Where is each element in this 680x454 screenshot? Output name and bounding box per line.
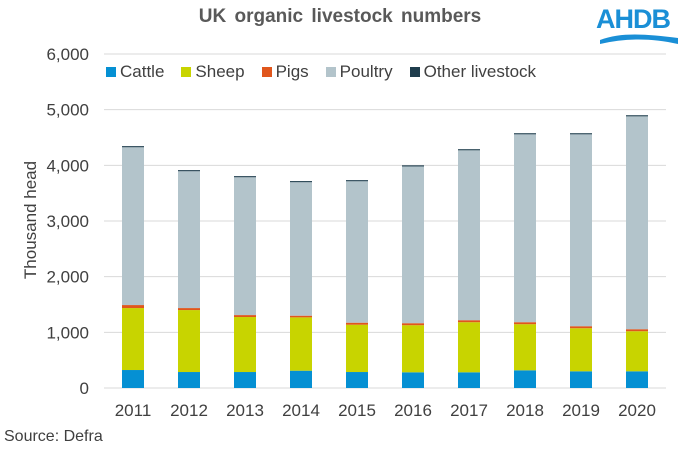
bar-other-livestock-2012 [178,170,200,172]
bar-pigs-2017 [458,320,480,323]
legend-item-cattle: Cattle [106,62,164,82]
x-tick-label: 2017 [450,401,488,420]
bar-cattle-2012 [178,372,200,388]
y-axis-label: Thousand head [21,161,40,279]
bar-cattle-2020 [626,371,648,388]
legend-label: Sheep [195,62,245,81]
bar-cattle-2011 [122,370,144,388]
bar-other-livestock-2019 [570,133,592,135]
bar-sheep-2018 [514,324,536,371]
bar-poultry-2011 [122,147,144,306]
bar-pigs-2016 [402,323,424,326]
bar-sheep-2011 [122,308,144,371]
bar-cattle-2018 [514,370,536,388]
bar-pigs-2018 [514,322,536,325]
logo-wave-icon [600,34,678,44]
bar-other-livestock-2017 [458,149,480,151]
legend-swatch [261,67,272,77]
bar-sheep-2019 [570,328,592,372]
bar-poultry-2019 [570,134,592,327]
ahdb-logo: AHDB [596,4,680,48]
bar-pigs-2014 [290,315,312,318]
bar-poultry-2013 [234,177,256,316]
bar-cattle-2016 [402,372,424,388]
bar-poultry-2018 [514,134,536,323]
legend-label: Cattle [120,62,165,81]
logo-text: AHDB [596,4,671,34]
legend-label: Poultry [339,62,393,81]
chart-title: UK organic livestock numbers [198,6,482,27]
chart-plot: Thousand head 2011 2012 2013 2014 2015 2016 20… [21,45,666,420]
bar-poultry-2017 [458,150,480,321]
bar-cattle-2013 [234,372,256,388]
x-tick-label: 2019 [562,401,600,420]
y-tick-label: 0 [80,379,89,398]
bar-pigs-2020 [626,329,648,332]
bar-poultry-2014 [290,182,312,316]
y-tick-label: 2,000 [46,268,89,287]
x-tick-label: 2018 [506,401,544,420]
bar-pigs-2011 [122,305,144,309]
legend-swatch [106,67,116,77]
y-tick-label: 3,000 [46,212,89,231]
y-tick-label: 4,000 [46,156,89,175]
legend-swatch [181,67,192,77]
x-tick-label: 2016 [394,401,432,420]
legend-swatch [409,67,420,77]
x-tick-label: 2015 [338,401,376,420]
bar-pigs-2012 [178,308,200,311]
y-tick-label: 6,000 [46,45,89,64]
x-tick-label: 2014 [282,401,320,420]
bar-cattle-2015 [346,372,368,388]
bar-other-livestock-2018 [514,133,536,135]
legend-item-sheep: Sheep [181,62,245,82]
source-note: Source: Defra [4,428,103,445]
bar-cattle-2014 [290,370,312,388]
legend-item-pigs: Pigs [261,62,309,82]
x-tick-label: 2020 [618,401,656,420]
bar-cattle-2019 [570,371,592,388]
chart-legend: Cattle Sheep Pigs Poultry Other livestock [106,62,553,82]
bar-sheep-2012 [178,310,200,373]
legend-label: Pigs [275,62,309,81]
legend-item-other-livestock: Other livestock [409,62,537,82]
x-tick-label: 2011 [115,401,152,420]
x-tick-label: 2013 [226,401,264,420]
bar-pigs-2015 [346,322,368,325]
x-tick-label: 2012 [170,401,208,420]
bar-sheep-2017 [458,322,480,373]
y-tick-label: 1,000 [46,323,89,342]
bar-pigs-2019 [570,326,592,329]
bar-poultry-2015 [346,181,368,323]
bar-other-livestock-2016 [402,165,424,167]
bar-other-livestock-2011 [122,146,144,148]
bar-sheep-2015 [346,324,368,373]
bar-other-livestock-2014 [290,181,312,183]
legend-label: Other livestock [423,62,537,81]
bar-pigs-2013 [234,315,256,318]
y-tick-label: 5,000 [46,101,89,120]
bar-other-livestock-2015 [346,180,368,182]
legend-item-poultry: Poultry [325,62,393,82]
bar-poultry-2016 [402,166,424,324]
bar-other-livestock-2020 [626,115,648,117]
bar-sheep-2020 [626,331,648,372]
bar-poultry-2020 [626,116,648,330]
bar-other-livestock-2013 [234,176,256,178]
bar-sheep-2016 [402,325,424,373]
bar-cattle-2017 [458,372,480,388]
bar-sheep-2013 [234,317,256,373]
bar-poultry-2012 [178,171,200,309]
bar-sheep-2014 [290,317,312,371]
legend-swatch [325,67,336,77]
